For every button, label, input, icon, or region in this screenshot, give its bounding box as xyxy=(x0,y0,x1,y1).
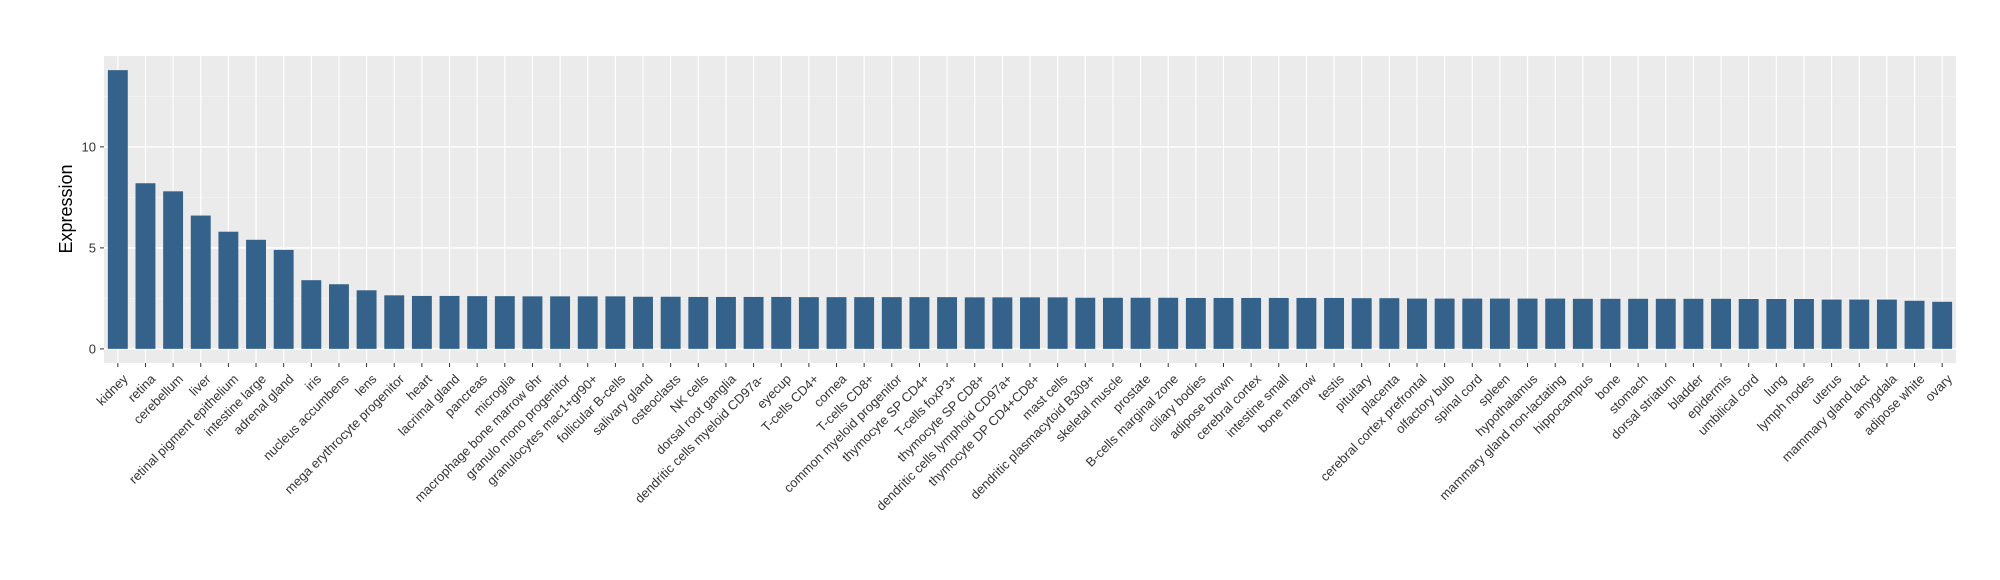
bar xyxy=(937,297,958,349)
bar xyxy=(1683,298,1704,349)
bar xyxy=(411,295,432,349)
bar xyxy=(356,290,377,349)
bar xyxy=(1130,297,1151,349)
bar xyxy=(660,296,681,349)
bar xyxy=(439,295,460,349)
bar xyxy=(992,297,1013,349)
bar xyxy=(273,249,294,349)
bar xyxy=(633,296,653,349)
bar xyxy=(1876,299,1897,349)
bar xyxy=(1102,297,1123,349)
x-tick-label: kidney xyxy=(94,371,132,409)
bar xyxy=(1766,298,1787,349)
bar xyxy=(909,297,930,349)
bar xyxy=(1434,298,1455,349)
y-axis-title: Expression xyxy=(56,164,76,253)
bar xyxy=(1572,298,1593,349)
bar xyxy=(577,296,598,349)
bar xyxy=(1351,298,1372,349)
bar xyxy=(1794,298,1814,349)
bar xyxy=(1655,298,1676,349)
bar xyxy=(246,239,266,349)
x-tick-label: ovary xyxy=(1922,371,1955,404)
bar xyxy=(301,280,322,349)
bar xyxy=(1296,297,1317,349)
bar xyxy=(964,297,985,349)
bar xyxy=(1489,298,1510,349)
bar xyxy=(1711,298,1731,349)
bar xyxy=(881,297,902,349)
bar xyxy=(1185,297,1206,349)
y-tick-label: 5 xyxy=(89,240,96,255)
bar xyxy=(1075,297,1096,349)
bar xyxy=(218,231,239,349)
bar xyxy=(798,297,819,349)
y-axis: 0 5 10 xyxy=(82,139,104,356)
y-tick-label: 0 xyxy=(89,341,96,356)
bar xyxy=(1324,297,1345,349)
bar xyxy=(1213,297,1234,349)
bar xyxy=(1241,297,1262,349)
bar xyxy=(1268,297,1289,349)
bar xyxy=(1904,300,1925,349)
bar xyxy=(1628,298,1649,349)
bar xyxy=(550,296,571,349)
bar xyxy=(135,183,156,349)
bar xyxy=(771,296,792,349)
bar xyxy=(1821,299,1842,349)
bar xyxy=(688,296,709,349)
bar xyxy=(329,284,349,349)
bar xyxy=(384,295,405,349)
bar xyxy=(522,296,543,349)
bar xyxy=(163,191,184,349)
bar xyxy=(1379,298,1400,349)
bar xyxy=(715,296,736,349)
bar xyxy=(826,297,847,349)
bar xyxy=(854,297,875,349)
bar xyxy=(1020,297,1040,349)
bar xyxy=(1545,298,1566,349)
bar xyxy=(743,296,764,349)
bar xyxy=(494,296,515,349)
bar xyxy=(467,296,488,349)
y-tick-label: 10 xyxy=(82,139,96,154)
bar xyxy=(1517,298,1538,349)
bar xyxy=(107,70,128,349)
bar xyxy=(1158,297,1179,349)
bar xyxy=(1407,298,1427,349)
bar xyxy=(190,215,211,349)
bar xyxy=(1600,298,1621,349)
bar xyxy=(1047,297,1068,349)
bar xyxy=(1738,298,1759,349)
x-tick-label: mega erythrocyte progenitor xyxy=(282,371,408,497)
bar xyxy=(1462,298,1483,349)
bar xyxy=(605,296,626,349)
bars xyxy=(107,70,1953,349)
bar xyxy=(1849,299,1870,349)
bar xyxy=(1932,301,1953,349)
